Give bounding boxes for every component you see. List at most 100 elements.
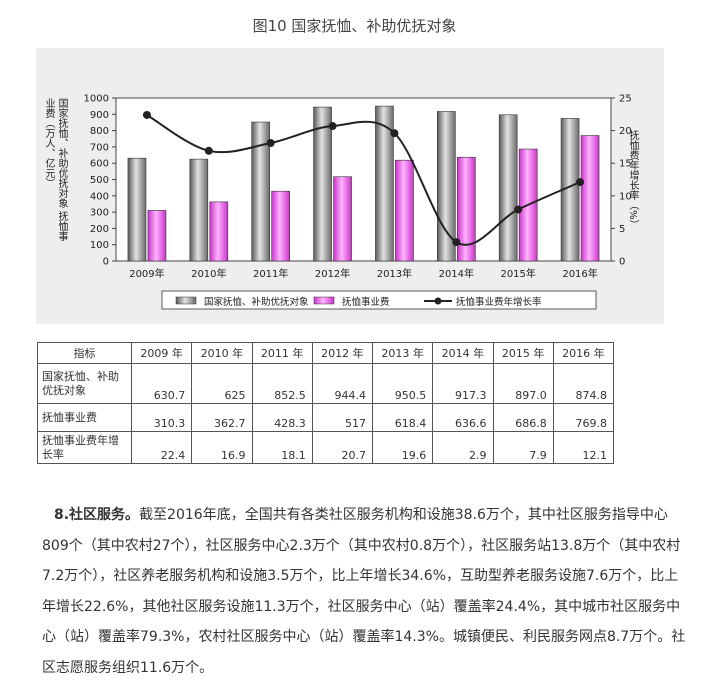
table-cell: 7.9 <box>492 431 554 464</box>
table-cell: 310.3 <box>130 403 193 432</box>
y2-tick-label: 10 <box>619 191 632 202</box>
bar <box>313 106 332 262</box>
table-cell: 852.5 <box>251 363 313 404</box>
table-header-year: 2016 年 <box>552 342 615 364</box>
bar <box>127 157 147 262</box>
figure-title: 图10 国家抚恤、补助优抚对象 <box>252 17 457 35</box>
legend-marker <box>434 297 442 305</box>
x-tick-label: 2013年 <box>377 267 412 280</box>
community-service-paragraph: 8.社区服务。截至2016年底，全国共有各类社区服务机构和设施38.6万个，其中… <box>42 500 692 683</box>
x-tick-label: 2015年 <box>500 267 535 280</box>
y-axis-label: 国家抚恤、补助优抚对象 抚恤事业费（万人、亿元） <box>43 98 67 242</box>
table-row-label: 国家抚恤、补助优抚对象 <box>37 363 132 404</box>
y2-tick-label: 5 <box>619 224 625 235</box>
x-tick-label: 2014年 <box>439 267 474 280</box>
legend-swatch <box>175 296 197 305</box>
x-tick-label: 2016年 <box>562 267 597 280</box>
y-tick-label: 600 <box>90 159 109 170</box>
table-cell: 16.9 <box>191 431 253 464</box>
bar <box>251 121 270 262</box>
combo-chart: 0 100 200 300 400 500 600 700 800 900 1000 0 5 10 15 20… <box>84 94 632 310</box>
table-cell: 2.9 <box>432 431 494 464</box>
growth-rate-point <box>452 238 461 247</box>
bar <box>147 210 167 262</box>
table-cell: 686.8 <box>492 403 554 432</box>
bar <box>189 158 209 262</box>
table-cell: 636.6 <box>432 403 494 432</box>
y-tick-label: 300 <box>90 208 109 219</box>
table-header-year: 2012 年 <box>311 342 374 364</box>
table-row-label: 抚恤事业费年增长率 <box>37 431 132 464</box>
y2-axis-label: 抚恤费年增长率（%） <box>627 130 638 230</box>
growth-rate-point <box>204 146 213 155</box>
x-tick-label: 2009年 <box>129 267 164 280</box>
y2-tick-label: 0 <box>619 257 625 268</box>
legend-label: 抚恤事业费年增长率 <box>456 296 542 308</box>
y-tick-label: 100 <box>90 240 109 251</box>
growth-rate-point <box>266 138 275 147</box>
bar <box>498 114 518 262</box>
table-cell: 18.1 <box>251 431 313 464</box>
y-tick-label: 400 <box>90 191 109 202</box>
growth-rate-point <box>514 205 523 214</box>
bar <box>580 135 600 262</box>
x-tick-label: 2010年 <box>191 267 226 280</box>
paragraph-lead: 8.社区服务。 <box>54 507 140 523</box>
table-header-year: 2009 年 <box>130 342 193 364</box>
table-header-year: 2010 年 <box>191 342 253 364</box>
legend-label: 抚恤事业费 <box>342 296 390 308</box>
table-cell: 20.7 <box>311 431 374 464</box>
legend-swatch <box>313 296 335 305</box>
growth-rate-point <box>576 178 585 187</box>
table-cell: 769.8 <box>552 403 615 432</box>
x-tick-label: 2011年 <box>253 267 288 280</box>
y-tick-label: 800 <box>90 126 109 137</box>
y-tick-label: 200 <box>90 224 109 235</box>
table-cell: 362.7 <box>191 403 253 432</box>
y-tick-label: 900 <box>90 110 109 121</box>
data-table: 指标 2009 年 2010 年 2011 年 2012 年 2013 年 2014 年 20… <box>37 342 615 464</box>
table-row: 抚恤事业费年增长率 22.4 16.9 18.1 20.7 19.6 2.9 7.9 12.1 <box>37 431 615 464</box>
bar <box>271 190 290 262</box>
paragraph-text: 截至2016年底，全国共有各类社区服务机构和设施38.6万个，其中社区服务指导中… <box>42 507 686 676</box>
table-cell: 630.7 <box>130 363 193 404</box>
growth-rate-point <box>142 110 151 119</box>
x-tick-label: 2012年 <box>315 267 350 280</box>
y-tick-label: 700 <box>90 142 109 153</box>
growth-rate-line <box>146 114 581 246</box>
table-cell: 944.4 <box>311 363 374 404</box>
table-header-year: 2015 年 <box>492 342 554 364</box>
table-cell: 428.3 <box>251 403 313 432</box>
growth-rate-point <box>390 129 399 138</box>
y-tick-label: 0 <box>103 257 109 268</box>
table-cell: 618.4 <box>371 403 434 432</box>
table-cell: 897.0 <box>492 363 554 404</box>
table-cell: 22.4 <box>130 431 193 464</box>
table-row: 抚恤事业费 310.3 362.7 428.3 517 618.4 636.6 686.8 76… <box>37 403 615 432</box>
y-tick-label: 1000 <box>84 94 109 105</box>
table-header-year: 2011 年 <box>251 342 313 364</box>
y2-tick-label: 15 <box>619 159 632 170</box>
bar <box>395 159 414 262</box>
bar <box>457 156 476 262</box>
table-cell: 517 <box>311 403 374 432</box>
table-row: 国家抚恤、补助优抚对象 630.7 625 852.5 944.4 950.5 917.3 8… <box>37 363 615 404</box>
bar <box>375 105 394 262</box>
bar <box>209 201 229 262</box>
table-cell: 874.8 <box>552 363 615 404</box>
bar <box>333 176 352 262</box>
table-header-year: 2014 年 <box>432 342 494 364</box>
legend-label: 国家抚恤、补助优抚对象 <box>204 296 309 308</box>
table-header-row: 指标 2009 年 2010 年 2011 年 2012 年 2013 年 2014 年 20… <box>37 342 615 364</box>
legend-box <box>161 290 597 310</box>
y2-tick-label: 25 <box>619 94 632 105</box>
table-cell: 950.5 <box>371 363 434 404</box>
table-cell: 625 <box>191 363 253 404</box>
y2-tick-label: 20 <box>619 126 632 137</box>
growth-rate-point <box>328 122 337 131</box>
table-cell: 19.6 <box>371 431 434 464</box>
table-cell: 12.1 <box>552 431 615 464</box>
y-tick-label: 500 <box>90 175 109 186</box>
table-header-year: 2013 年 <box>371 342 434 364</box>
table-cell: 917.3 <box>432 363 494 404</box>
